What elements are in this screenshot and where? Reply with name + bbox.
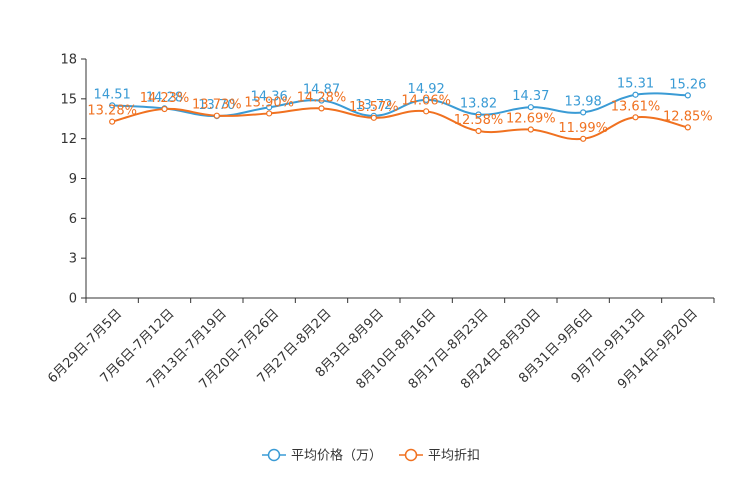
data-label-avg-discount: 11.99% [558,121,608,136]
data-point-avg-discount [527,126,534,133]
y-tick-label: 12 [60,132,77,147]
data-label-avg-discount: 13.61% [611,99,661,114]
data-label-avg-price: 14.92 [408,82,445,97]
data-label-avg-price: 14.37 [512,89,549,104]
y-tick-label: 3 [69,252,77,267]
legend-item-avg-discount: 平均折扣 [399,449,480,464]
data-label-avg-discount: 12.85% [663,109,713,124]
series-lines [111,92,689,141]
data-label-avg-price: 13.82 [460,97,497,112]
data-point-avg-discount [161,105,168,113]
y-tick-label: 15 [60,92,77,107]
data-label-avg-price: 13.72 [355,98,392,113]
y-tick-label: 6 [69,212,77,227]
legend: 平均价格（万） 平均折扣 [262,448,480,464]
data-label-avg-discount: 13.90% [244,95,294,110]
data-label-avg-discount: 13.73% [192,98,242,113]
legend-marker-icon [404,448,418,462]
data-label-avg-discount: 12.69% [506,112,556,127]
legend-label: 平均价格（万） [291,448,382,464]
data-point-avg-price [318,97,325,104]
data-point-avg-discount [475,127,482,135]
data-label-avg-price: 15.31 [617,77,654,92]
data-point-avg-discount [370,114,377,121]
data-label-avg-discount: 14.28% [297,90,347,105]
data-point-avg-discount [632,114,639,121]
data-label-avg-price: 14.87 [303,83,340,98]
data-point-avg-price [527,104,534,111]
data-label-avg-price: 13.70 [198,98,235,113]
data-point-avg-price [423,96,430,103]
y-tick-label: 0 [69,292,77,307]
data-label-avg-price: 15.26 [669,77,706,92]
x-axis: 6月29日-7月5日7月6日-7月12日7月13日-7月19日7月20日-7月2… [45,297,715,392]
data-label-avg-price: 14.36 [251,89,288,104]
data-point-avg-discount [684,124,691,131]
data-label-avg-discount: 14.06% [401,93,451,108]
data-point-avg-discount [580,135,587,142]
data-label-avg-discount: 13.28% [87,104,137,119]
data-point-avg-discount [266,110,273,117]
data-label-avg-price: 14.28 [146,90,183,105]
series-points [109,91,691,142]
data-point-avg-discount [318,105,325,112]
legend-marker-icon [267,448,281,462]
data-point-avg-price [632,91,639,98]
data-label-avg-discount: 14.23% [140,91,190,106]
data-point-avg-price [475,111,482,118]
legend-item-avg-price: 平均价格（万） [262,448,382,464]
data-point-avg-discount [109,118,116,125]
legend-label: 平均折扣 [428,449,480,464]
data-label-avg-discount: 13.57% [349,100,399,115]
data-point-avg-price [109,102,116,109]
series-line-avg-discount [111,107,689,141]
data-point-avg-price [684,92,691,99]
data-point-avg-discount [423,108,430,115]
y-tick-label: 9 [69,172,77,187]
data-label-avg-price: 13.98 [565,94,602,109]
data-point-avg-discount [213,112,220,119]
data-label-avg-discount: 12.58% [454,113,504,128]
y-axis: 0 3 6 9 12 15 18 [60,53,87,307]
data-point-avg-price [266,104,273,111]
data-label-avg-price: 14.51 [94,87,131,102]
data-point-avg-price [580,109,587,116]
y-tick-label: 18 [60,53,77,68]
data-labels: 14.51 14.28 13.70 14.36 14.87 13.72 14.92 13.82… [87,77,712,136]
